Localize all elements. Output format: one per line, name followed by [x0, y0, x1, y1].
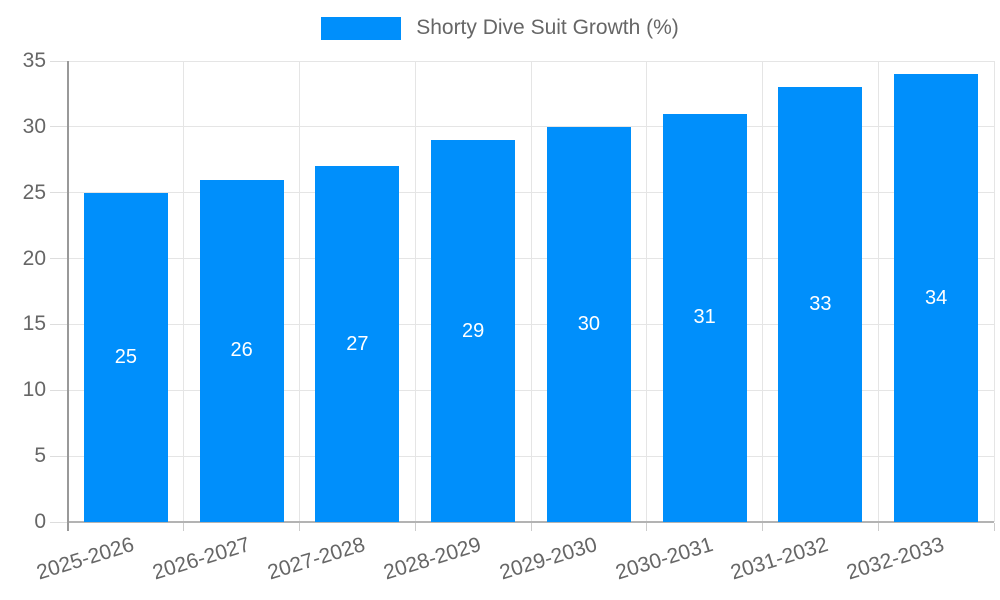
x-axis-tick: [530, 523, 532, 531]
x-axis-tick: [762, 523, 763, 531]
gridline-vertical: [530, 61, 532, 522]
bar-value-label: 29: [462, 319, 485, 342]
x-axis-tick: [877, 523, 879, 531]
gridline-vertical: [414, 61, 416, 522]
x-axis-tick: [183, 523, 185, 531]
gridline-vertical: [183, 61, 185, 522]
y-tick-label: 15: [22, 312, 46, 336]
bar-value-label: 26: [230, 339, 253, 362]
bar-value-label: 31: [693, 306, 716, 329]
bar-value-label: 27: [346, 332, 369, 355]
y-axis-tick: [50, 323, 68, 325]
y-axis-tick: [50, 60, 68, 62]
gridline-vertical: [877, 61, 879, 522]
bar-value-label: 33: [809, 293, 832, 316]
bar-value-label: 30: [577, 312, 600, 335]
legend-item[interactable]: Shorty Dive Suit Growth (%): [321, 16, 679, 40]
y-tick-label: 5: [34, 444, 46, 468]
y-tick-label: 0: [34, 510, 46, 533]
x-axis-tick: [299, 523, 300, 531]
y-axis-tick: [50, 126, 68, 128]
gridline-vertical: [646, 61, 648, 522]
y-axis-tick: [50, 258, 68, 260]
legend-marker-swatch: [321, 16, 402, 40]
y-axis-tick: [50, 192, 68, 194]
y-tick-label: 10: [22, 378, 46, 402]
bar-value-label: 25: [114, 345, 137, 368]
y-axis-line: [67, 61, 69, 531]
x-axis-tick: [993, 523, 995, 531]
y-tick-label: 20: [22, 246, 46, 270]
x-axis-line: [68, 521, 994, 523]
y-axis-tick: [50, 521, 68, 523]
x-axis-tick: [414, 523, 416, 531]
bar[interactable]: 31: [662, 113, 747, 522]
y-tick-label: 30: [22, 114, 46, 138]
bar[interactable]: 33: [778, 87, 863, 522]
y-tick-label: 35: [22, 49, 46, 72]
y-tick-label: 25: [22, 180, 46, 204]
y-axis-tick: [50, 455, 68, 457]
bar[interactable]: 34: [894, 74, 979, 522]
legend: Shorty Dive Suit Growth (%): [0, 16, 1000, 40]
bar[interactable]: 29: [431, 140, 516, 522]
bar-value-label: 34: [925, 286, 948, 309]
legend-series-label: Shorty Dive Suit Growth (%): [416, 16, 679, 39]
bar[interactable]: 25: [83, 192, 168, 522]
gridline-vertical: [299, 61, 300, 522]
x-axis-tick: [646, 523, 648, 531]
gridline-vertical: [762, 61, 763, 522]
bar[interactable]: 26: [199, 179, 284, 522]
y-axis-tick: [50, 389, 68, 391]
gridline-vertical: [993, 61, 995, 522]
bar[interactable]: 30: [546, 126, 631, 522]
bar[interactable]: 27: [315, 166, 400, 522]
